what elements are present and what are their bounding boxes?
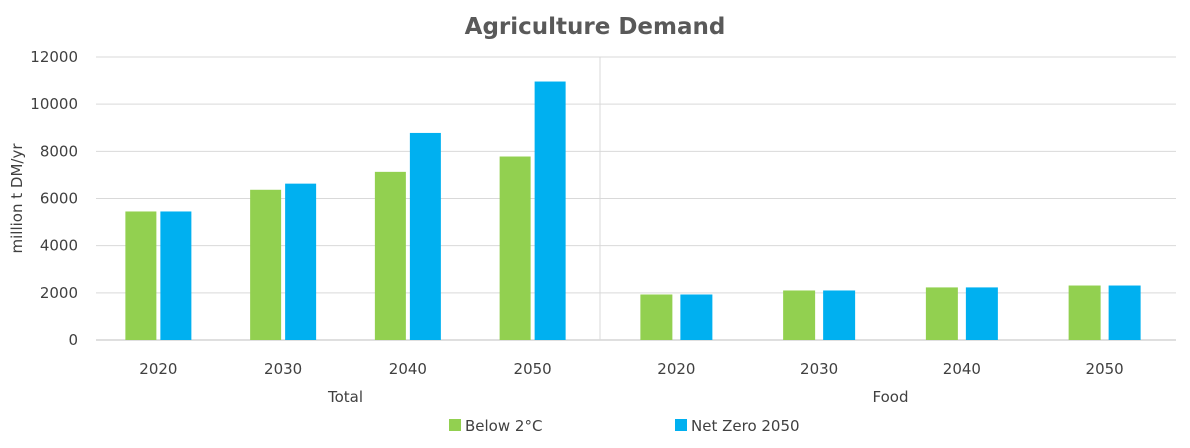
y-tick-label: 0 bbox=[68, 331, 78, 349]
bar-food-2030-below-2c bbox=[783, 290, 816, 340]
bar-total-2050-below-2c bbox=[499, 156, 531, 340]
y-tick-label: 2000 bbox=[40, 284, 78, 302]
legend-label: Net Zero 2050 bbox=[691, 417, 800, 435]
bar-food-2020-below-2c bbox=[640, 294, 673, 340]
y-tick-label: 6000 bbox=[40, 190, 78, 208]
x-tick-label: 2020 bbox=[657, 360, 695, 378]
x-tick-label: 2030 bbox=[800, 360, 838, 378]
legend-swatch bbox=[675, 419, 687, 431]
bar-total-2050-net-zero-2050 bbox=[534, 81, 566, 340]
bar-total-2020-below-2c bbox=[125, 211, 157, 340]
y-tick-label: 4000 bbox=[40, 237, 78, 255]
bar-food-2040-net-zero-2050 bbox=[965, 287, 998, 340]
chart-title: Agriculture Demand bbox=[465, 14, 726, 40]
x-tick-label: 2050 bbox=[1086, 360, 1124, 378]
bar-food-2020-net-zero-2050 bbox=[680, 294, 713, 340]
x-tick-label: 2040 bbox=[389, 360, 427, 378]
x-tick-label: 2020 bbox=[139, 360, 177, 378]
bar-total-2030-below-2c bbox=[250, 189, 282, 340]
y-tick-label: 10000 bbox=[30, 95, 78, 113]
legend-swatch bbox=[449, 419, 461, 431]
bar-food-2030-net-zero-2050 bbox=[823, 290, 856, 340]
bar-total-2020-net-zero-2050 bbox=[160, 211, 192, 340]
bar-total-2040-below-2c bbox=[374, 171, 406, 340]
x-tick-label: 2040 bbox=[943, 360, 981, 378]
bar-food-2050-net-zero-2050 bbox=[1108, 285, 1141, 340]
y-tick-label: 12000 bbox=[30, 48, 78, 66]
panel-label-total: Total bbox=[327, 388, 363, 406]
bar-food-2050-below-2c bbox=[1068, 285, 1101, 340]
legend-label: Below 2°C bbox=[465, 417, 542, 435]
bar-total-2040-net-zero-2050 bbox=[409, 132, 441, 340]
bar-total-2030-net-zero-2050 bbox=[285, 183, 317, 340]
y-tick-label: 8000 bbox=[40, 142, 78, 160]
x-tick-label: 2050 bbox=[514, 360, 552, 378]
bar-food-2040-below-2c bbox=[925, 287, 958, 340]
panel-label-food: Food bbox=[873, 388, 909, 406]
y-axis-label: million t DM/yr bbox=[8, 143, 26, 254]
x-tick-label: 2030 bbox=[264, 360, 302, 378]
